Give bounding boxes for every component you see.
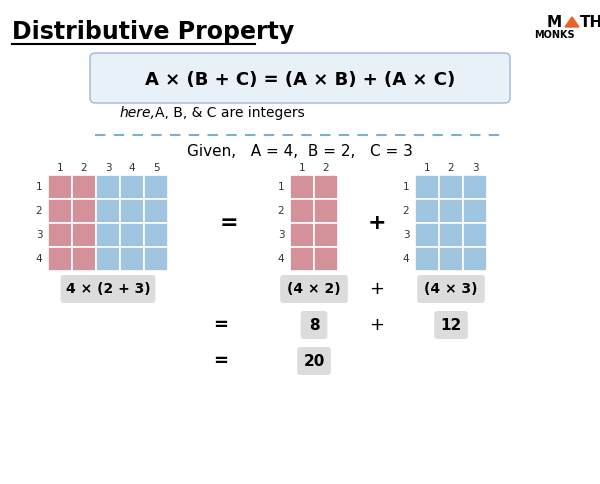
FancyBboxPatch shape [463, 247, 487, 271]
FancyBboxPatch shape [72, 199, 96, 223]
Text: 12: 12 [440, 318, 461, 333]
FancyBboxPatch shape [434, 311, 468, 339]
FancyBboxPatch shape [290, 175, 314, 199]
Text: 4: 4 [403, 254, 409, 264]
Text: here,: here, [120, 106, 156, 120]
Text: 1: 1 [56, 163, 64, 173]
FancyBboxPatch shape [96, 223, 120, 247]
Text: 1: 1 [278, 182, 284, 192]
Text: 2: 2 [448, 163, 454, 173]
FancyBboxPatch shape [96, 175, 120, 199]
FancyBboxPatch shape [415, 247, 439, 271]
Text: 3: 3 [278, 230, 284, 240]
Text: 20: 20 [304, 353, 325, 368]
FancyBboxPatch shape [48, 223, 72, 247]
Text: =: = [214, 352, 229, 370]
FancyBboxPatch shape [48, 199, 72, 223]
Text: 3: 3 [104, 163, 112, 173]
Text: TH: TH [580, 15, 600, 30]
FancyBboxPatch shape [96, 247, 120, 271]
FancyBboxPatch shape [61, 275, 155, 303]
FancyBboxPatch shape [280, 275, 348, 303]
FancyBboxPatch shape [290, 223, 314, 247]
FancyBboxPatch shape [415, 223, 439, 247]
FancyBboxPatch shape [417, 275, 485, 303]
Text: =: = [214, 316, 229, 334]
FancyBboxPatch shape [72, 247, 96, 271]
Text: =: = [220, 213, 238, 233]
Text: 3: 3 [35, 230, 43, 240]
Text: MONKS: MONKS [533, 30, 574, 40]
FancyBboxPatch shape [314, 175, 338, 199]
Text: 2: 2 [323, 163, 329, 173]
FancyBboxPatch shape [96, 199, 120, 223]
Text: 4: 4 [128, 163, 136, 173]
FancyBboxPatch shape [72, 175, 96, 199]
Text: M: M [547, 15, 562, 30]
FancyBboxPatch shape [90, 53, 510, 103]
Text: 5: 5 [152, 163, 160, 173]
FancyBboxPatch shape [144, 199, 168, 223]
FancyBboxPatch shape [48, 175, 72, 199]
Text: 2: 2 [278, 206, 284, 216]
Text: A × (B + C) = (A × B) + (A × C): A × (B + C) = (A × B) + (A × C) [145, 71, 455, 89]
FancyBboxPatch shape [120, 223, 144, 247]
FancyBboxPatch shape [290, 199, 314, 223]
FancyBboxPatch shape [120, 247, 144, 271]
Text: (4 × 3): (4 × 3) [424, 282, 478, 296]
Text: 2: 2 [35, 206, 43, 216]
FancyBboxPatch shape [120, 199, 144, 223]
Text: 1: 1 [424, 163, 430, 173]
Text: +: + [369, 316, 384, 334]
FancyBboxPatch shape [439, 175, 463, 199]
Text: A, B, & C are integers: A, B, & C are integers [155, 106, 305, 120]
Text: 4: 4 [278, 254, 284, 264]
FancyBboxPatch shape [314, 223, 338, 247]
Text: 1: 1 [35, 182, 43, 192]
Text: +: + [367, 213, 386, 233]
Text: +: + [369, 280, 384, 298]
FancyBboxPatch shape [297, 347, 331, 375]
Text: 8: 8 [308, 318, 319, 333]
FancyBboxPatch shape [463, 223, 487, 247]
FancyBboxPatch shape [144, 175, 168, 199]
Text: 4 × (2 + 3): 4 × (2 + 3) [65, 282, 151, 296]
FancyBboxPatch shape [463, 199, 487, 223]
Text: 1: 1 [403, 182, 409, 192]
FancyBboxPatch shape [439, 247, 463, 271]
FancyBboxPatch shape [120, 175, 144, 199]
FancyBboxPatch shape [415, 175, 439, 199]
Text: 1: 1 [299, 163, 305, 173]
FancyBboxPatch shape [144, 223, 168, 247]
FancyBboxPatch shape [48, 247, 72, 271]
Text: Given,   A = 4,  B = 2,   C = 3: Given, A = 4, B = 2, C = 3 [187, 145, 413, 160]
Text: 3: 3 [403, 230, 409, 240]
FancyBboxPatch shape [301, 311, 328, 339]
FancyBboxPatch shape [314, 247, 338, 271]
FancyBboxPatch shape [290, 247, 314, 271]
Text: 3: 3 [472, 163, 478, 173]
Text: 4: 4 [35, 254, 43, 264]
Text: 2: 2 [403, 206, 409, 216]
Text: 2: 2 [80, 163, 88, 173]
Polygon shape [565, 17, 579, 27]
FancyBboxPatch shape [439, 199, 463, 223]
FancyBboxPatch shape [72, 223, 96, 247]
FancyBboxPatch shape [415, 199, 439, 223]
FancyBboxPatch shape [463, 175, 487, 199]
FancyBboxPatch shape [439, 223, 463, 247]
Text: (4 × 2): (4 × 2) [287, 282, 341, 296]
FancyBboxPatch shape [314, 199, 338, 223]
Text: Distributive Property: Distributive Property [12, 20, 294, 44]
FancyBboxPatch shape [144, 247, 168, 271]
